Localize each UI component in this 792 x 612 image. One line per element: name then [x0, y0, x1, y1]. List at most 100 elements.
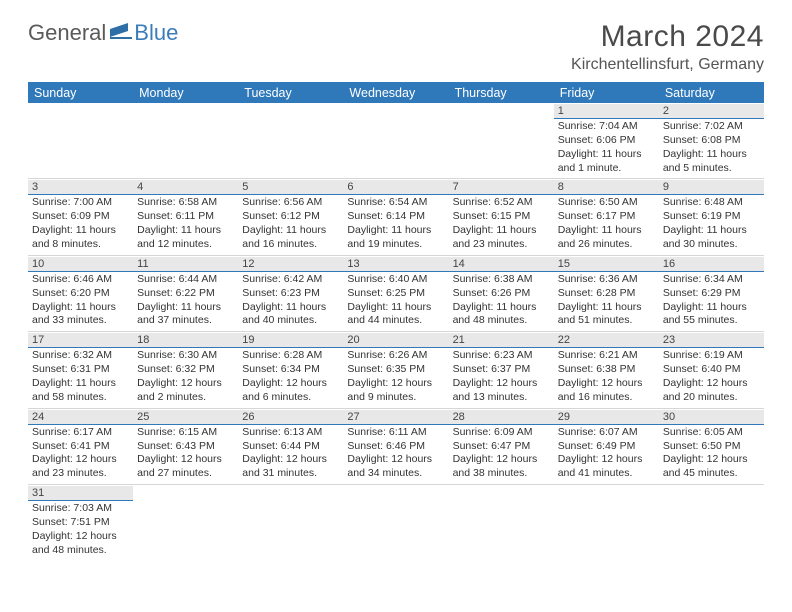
sunrise-text: Sunrise: 6:21 AM — [558, 349, 655, 363]
calendar-cell: 31Sunrise: 7:03 AMSunset: 7:51 PMDayligh… — [28, 484, 133, 560]
weekday-header-row: Sunday Monday Tuesday Wednesday Thursday… — [28, 82, 764, 103]
sunrise-text: Sunrise: 6:44 AM — [137, 273, 234, 287]
daylight-text: Daylight: 11 hours and 33 minutes. — [32, 301, 129, 329]
daylight-text: Daylight: 11 hours and 55 minutes. — [663, 301, 760, 329]
daylight-text: Daylight: 12 hours and 34 minutes. — [347, 453, 444, 481]
day-number: 4 — [133, 180, 238, 195]
daylight-text: Daylight: 12 hours and 45 minutes. — [663, 453, 760, 481]
calendar-cell: 6Sunrise: 6:54 AMSunset: 6:14 PMDaylight… — [343, 178, 448, 254]
sunset-text: Sunset: 6:12 PM — [242, 210, 339, 224]
calendar-cell — [659, 484, 764, 560]
month-title: March 2024 — [571, 20, 764, 54]
calendar-cell: 27Sunrise: 6:11 AMSunset: 6:46 PMDayligh… — [343, 408, 448, 484]
calendar-cell: 24Sunrise: 6:17 AMSunset: 6:41 PMDayligh… — [28, 408, 133, 484]
sunset-text: Sunset: 7:51 PM — [32, 516, 129, 530]
sunrise-text: Sunrise: 6:15 AM — [137, 426, 234, 440]
sunset-text: Sunset: 6:08 PM — [663, 134, 760, 148]
calendar-row: 3Sunrise: 7:00 AMSunset: 6:09 PMDaylight… — [28, 178, 764, 254]
daylight-text: Daylight: 11 hours and 16 minutes. — [242, 224, 339, 252]
calendar-row: 24Sunrise: 6:17 AMSunset: 6:41 PMDayligh… — [28, 408, 764, 484]
sunrise-text: Sunrise: 6:23 AM — [453, 349, 550, 363]
day-number: 22 — [554, 333, 659, 348]
calendar-cell — [133, 484, 238, 560]
weekday-header: Saturday — [659, 82, 764, 103]
daylight-text: Daylight: 12 hours and 31 minutes. — [242, 453, 339, 481]
day-number: 5 — [238, 180, 343, 195]
calendar: Sunday Monday Tuesday Wednesday Thursday… — [28, 82, 764, 561]
daylight-text: Daylight: 11 hours and 51 minutes. — [558, 301, 655, 329]
calendar-cell: 2Sunrise: 7:02 AMSunset: 6:08 PMDaylight… — [659, 103, 764, 178]
sunset-text: Sunset: 6:31 PM — [32, 363, 129, 377]
calendar-cell — [238, 103, 343, 178]
sunrise-text: Sunrise: 6:13 AM — [242, 426, 339, 440]
sunset-text: Sunset: 6:06 PM — [558, 134, 655, 148]
daylight-text: Daylight: 11 hours and 8 minutes. — [32, 224, 129, 252]
daylight-text: Daylight: 11 hours and 26 minutes. — [558, 224, 655, 252]
sunset-text: Sunset: 6:44 PM — [242, 440, 339, 454]
daylight-text: Daylight: 11 hours and 48 minutes. — [453, 301, 550, 329]
calendar-row: 17Sunrise: 6:32 AMSunset: 6:31 PMDayligh… — [28, 331, 764, 407]
sunrise-text: Sunrise: 6:56 AM — [242, 196, 339, 210]
daylight-text: Daylight: 12 hours and 41 minutes. — [558, 453, 655, 481]
daylight-text: Daylight: 11 hours and 30 minutes. — [663, 224, 760, 252]
daylight-text: Daylight: 11 hours and 12 minutes. — [137, 224, 234, 252]
daylight-text: Daylight: 11 hours and 23 minutes. — [453, 224, 550, 252]
calendar-row: 10Sunrise: 6:46 AMSunset: 6:20 PMDayligh… — [28, 255, 764, 331]
weekday-header: Monday — [133, 82, 238, 103]
day-number: 12 — [238, 257, 343, 272]
sunset-text: Sunset: 6:28 PM — [558, 287, 655, 301]
calendar-cell: 18Sunrise: 6:30 AMSunset: 6:32 PMDayligh… — [133, 331, 238, 407]
sunset-text: Sunset: 6:17 PM — [558, 210, 655, 224]
sunrise-text: Sunrise: 7:03 AM — [32, 502, 129, 516]
calendar-cell: 19Sunrise: 6:28 AMSunset: 6:34 PMDayligh… — [238, 331, 343, 407]
sunrise-text: Sunrise: 6:26 AM — [347, 349, 444, 363]
day-number: 9 — [659, 180, 764, 195]
daylight-text: Daylight: 12 hours and 13 minutes. — [453, 377, 550, 405]
day-number: 8 — [554, 180, 659, 195]
daylight-text: Daylight: 11 hours and 37 minutes. — [137, 301, 234, 329]
sunrise-text: Sunrise: 6:42 AM — [242, 273, 339, 287]
calendar-cell: 4Sunrise: 6:58 AMSunset: 6:11 PMDaylight… — [133, 178, 238, 254]
day-number: 14 — [449, 257, 554, 272]
daylight-text: Daylight: 12 hours and 2 minutes. — [137, 377, 234, 405]
calendar-cell: 22Sunrise: 6:21 AMSunset: 6:38 PMDayligh… — [554, 331, 659, 407]
daylight-text: Daylight: 12 hours and 48 minutes. — [32, 530, 129, 558]
sunset-text: Sunset: 6:47 PM — [453, 440, 550, 454]
calendar-cell — [238, 484, 343, 560]
daylight-text: Daylight: 12 hours and 6 minutes. — [242, 377, 339, 405]
calendar-cell: 8Sunrise: 6:50 AMSunset: 6:17 PMDaylight… — [554, 178, 659, 254]
sunset-text: Sunset: 6:32 PM — [137, 363, 234, 377]
day-number: 24 — [28, 410, 133, 425]
calendar-cell: 1Sunrise: 7:04 AMSunset: 6:06 PMDaylight… — [554, 103, 659, 178]
day-number: 25 — [133, 410, 238, 425]
sunset-text: Sunset: 6:50 PM — [663, 440, 760, 454]
title-block: March 2024 Kirchentellinsfurt, Germany — [571, 20, 764, 74]
sunset-text: Sunset: 6:25 PM — [347, 287, 444, 301]
sunrise-text: Sunrise: 7:00 AM — [32, 196, 129, 210]
sunset-text: Sunset: 6:37 PM — [453, 363, 550, 377]
daylight-text: Daylight: 12 hours and 23 minutes. — [32, 453, 129, 481]
sunrise-text: Sunrise: 6:52 AM — [453, 196, 550, 210]
calendar-cell: 21Sunrise: 6:23 AMSunset: 6:37 PMDayligh… — [449, 331, 554, 407]
daylight-text: Daylight: 11 hours and 58 minutes. — [32, 377, 129, 405]
sunset-text: Sunset: 6:46 PM — [347, 440, 444, 454]
sunrise-text: Sunrise: 6:11 AM — [347, 426, 444, 440]
sunrise-text: Sunrise: 7:02 AM — [663, 120, 760, 134]
day-number: 29 — [554, 410, 659, 425]
day-number: 20 — [343, 333, 448, 348]
day-number: 13 — [343, 257, 448, 272]
calendar-cell: 3Sunrise: 7:00 AMSunset: 6:09 PMDaylight… — [28, 178, 133, 254]
calendar-cell: 12Sunrise: 6:42 AMSunset: 6:23 PMDayligh… — [238, 255, 343, 331]
calendar-cell: 16Sunrise: 6:34 AMSunset: 6:29 PMDayligh… — [659, 255, 764, 331]
location: Kirchentellinsfurt, Germany — [571, 56, 764, 74]
sunset-text: Sunset: 6:38 PM — [558, 363, 655, 377]
day-number: 21 — [449, 333, 554, 348]
calendar-cell — [343, 103, 448, 178]
sunset-text: Sunset: 6:34 PM — [242, 363, 339, 377]
weekday-header: Wednesday — [343, 82, 448, 103]
sunset-text: Sunset: 6:41 PM — [32, 440, 129, 454]
day-number: 30 — [659, 410, 764, 425]
calendar-cell — [554, 484, 659, 560]
sunrise-text: Sunrise: 6:19 AM — [663, 349, 760, 363]
calendar-cell — [449, 484, 554, 560]
